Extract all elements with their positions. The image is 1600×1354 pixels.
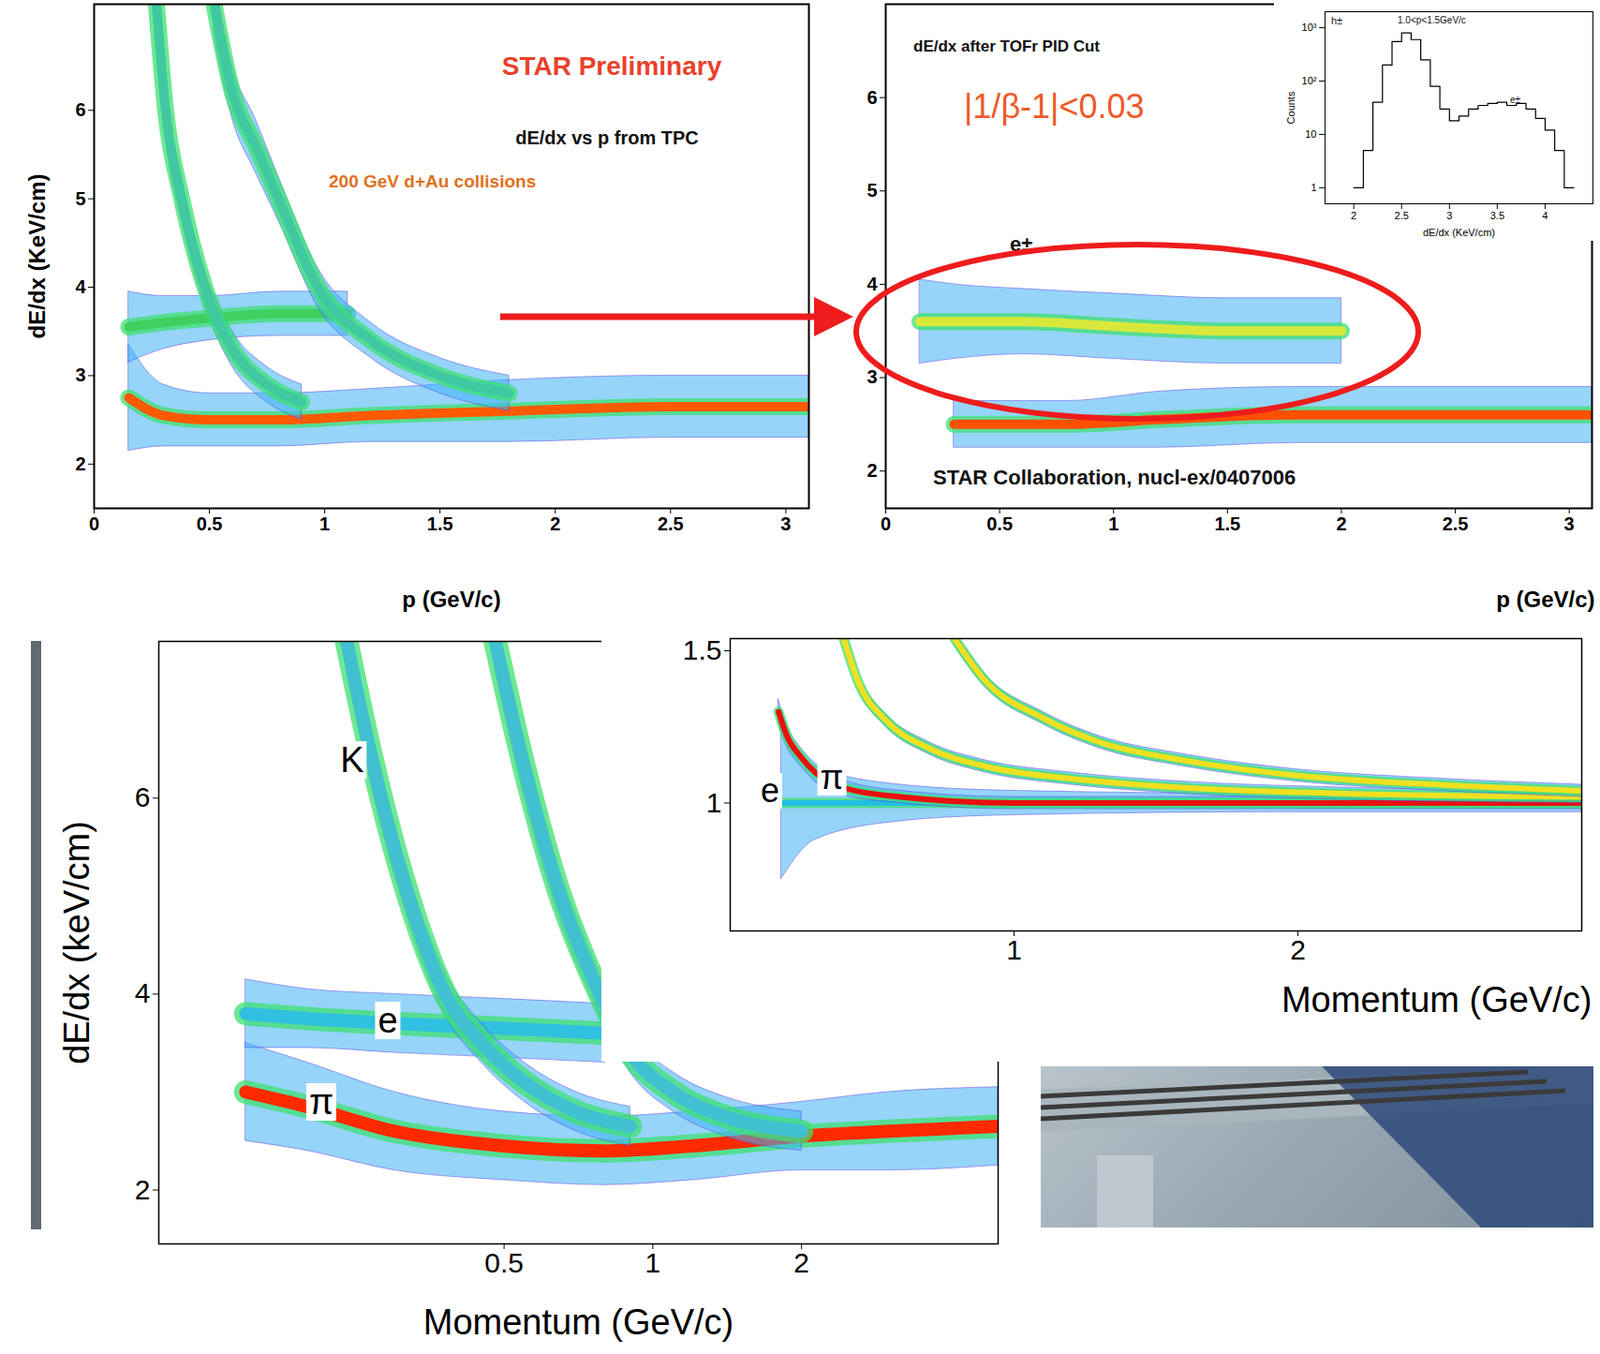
html-text:K: K (340, 740, 365, 780)
html-text:dE/dx vs p from TPC: dE/dx vs p from TPC (515, 127, 699, 149)
svg-text:2: 2 (74, 453, 86, 475)
html-text:e: e (377, 1000, 398, 1040)
svg-text:5: 5 (74, 188, 86, 209)
html-text:|1/β-1|<0.03: |1/β-1|<0.03 (963, 87, 1145, 126)
html-text:e: e (760, 770, 780, 810)
svg-text:0.5: 0.5 (986, 513, 1013, 534)
svg-text:2.5: 2.5 (657, 513, 684, 534)
svg-text:1: 1 (645, 1246, 662, 1278)
svg-text:0: 0 (880, 513, 891, 534)
svg-text:2: 2 (1289, 933, 1306, 965)
svg-text:10³: 10³ (1302, 21, 1318, 33)
svg-text:Counts: Counts (1285, 90, 1297, 124)
html-text:200 GeV d+Au collisions: 200 GeV d+Au collisions (328, 170, 537, 191)
svg-text:1.5: 1.5 (1214, 513, 1241, 534)
svg-text:1: 1 (706, 786, 723, 818)
svg-text:3: 3 (780, 513, 791, 534)
svg-text:0.5: 0.5 (484, 1246, 524, 1278)
svg-text:3.5: 3.5 (1490, 209, 1505, 222)
svg-text:2: 2 (793, 1246, 810, 1278)
svg-text:1: 1 (1006, 933, 1023, 965)
svg-text:2.5: 2.5 (1442, 513, 1469, 534)
svg-text:3: 3 (1446, 209, 1452, 222)
svg-text:4: 4 (134, 977, 151, 1008)
svg-text:10: 10 (1304, 128, 1317, 140)
svg-text:dE/dx (KeV/cm): dE/dx (KeV/cm) (24, 173, 50, 339)
html-text:e±: e± (1009, 232, 1033, 256)
html-text:dE/dx after TOFr PID Cut: dE/dx after TOFr PID Cut (913, 37, 1100, 55)
svg-text:4: 4 (866, 273, 878, 295)
svg-text:p (GeV/c): p (GeV/c) (1496, 586, 1595, 612)
svg-text:0.5: 0.5 (196, 513, 223, 534)
svg-text:1: 1 (1108, 513, 1119, 534)
svg-text:6: 6 (134, 781, 151, 813)
svg-text:p (GeV/c): p (GeV/c) (401, 586, 501, 612)
svg-text:2: 2 (549, 513, 561, 534)
svg-text:3: 3 (1564, 513, 1575, 534)
svg-text:6: 6 (866, 87, 877, 108)
svg-text:2: 2 (134, 1173, 151, 1205)
html-text:π: π (309, 1081, 334, 1122)
svg-text:10²: 10² (1302, 74, 1318, 87)
svg-text:3: 3 (74, 364, 86, 386)
svg-text:Momentum (GeV/c): Momentum (GeV/c) (1281, 979, 1593, 1020)
svg-text:dE/dx (keV/cm): dE/dx (keV/cm) (57, 820, 97, 1065)
svg-text:5: 5 (866, 179, 877, 201)
html-text:h±: h± (1331, 14, 1343, 26)
svg-text:Momentum (GeV/c): Momentum (GeV/c) (423, 1302, 735, 1342)
svg-text:4: 4 (1541, 209, 1548, 222)
svg-text:dE/dx (KeV/cm): dE/dx (KeV/cm) (1422, 226, 1496, 238)
svg-text:1: 1 (319, 513, 330, 534)
svg-text:2: 2 (1335, 513, 1347, 534)
html-text:1.0<p<1.5GeV/c: 1.0<p<1.5GeV/c (1397, 14, 1466, 26)
svg-text:1: 1 (1310, 181, 1317, 193)
svg-text:2.5: 2.5 (1394, 209, 1409, 222)
svg-text:3: 3 (866, 366, 877, 387)
html-text:π: π (820, 757, 844, 797)
svg-text:1.5: 1.5 (682, 634, 723, 666)
html-text:STAR Collaboration, nucl-ex/04: STAR Collaboration, nucl-ex/0407006 (933, 465, 1296, 489)
svg-text:2: 2 (866, 459, 877, 481)
svg-text:2: 2 (1350, 209, 1357, 222)
svg-text:6: 6 (74, 99, 86, 120)
html-text:STAR Preliminary: STAR Preliminary (501, 51, 722, 81)
svg-text:1.5: 1.5 (427, 513, 454, 534)
svg-text:4: 4 (74, 276, 87, 297)
svg-text:0: 0 (88, 513, 100, 534)
html-text:e±: e± (1510, 94, 1521, 105)
